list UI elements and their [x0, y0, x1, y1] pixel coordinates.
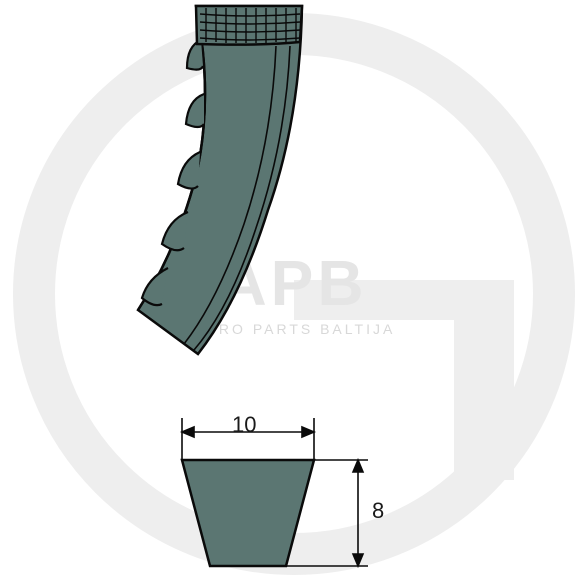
- technical-drawing: [0, 0, 588, 588]
- dimension-width-label: 10: [232, 412, 256, 438]
- dimension-height-label: 8: [372, 498, 384, 524]
- belt-cross-section: [182, 460, 314, 566]
- belt-side-view: [138, 6, 302, 354]
